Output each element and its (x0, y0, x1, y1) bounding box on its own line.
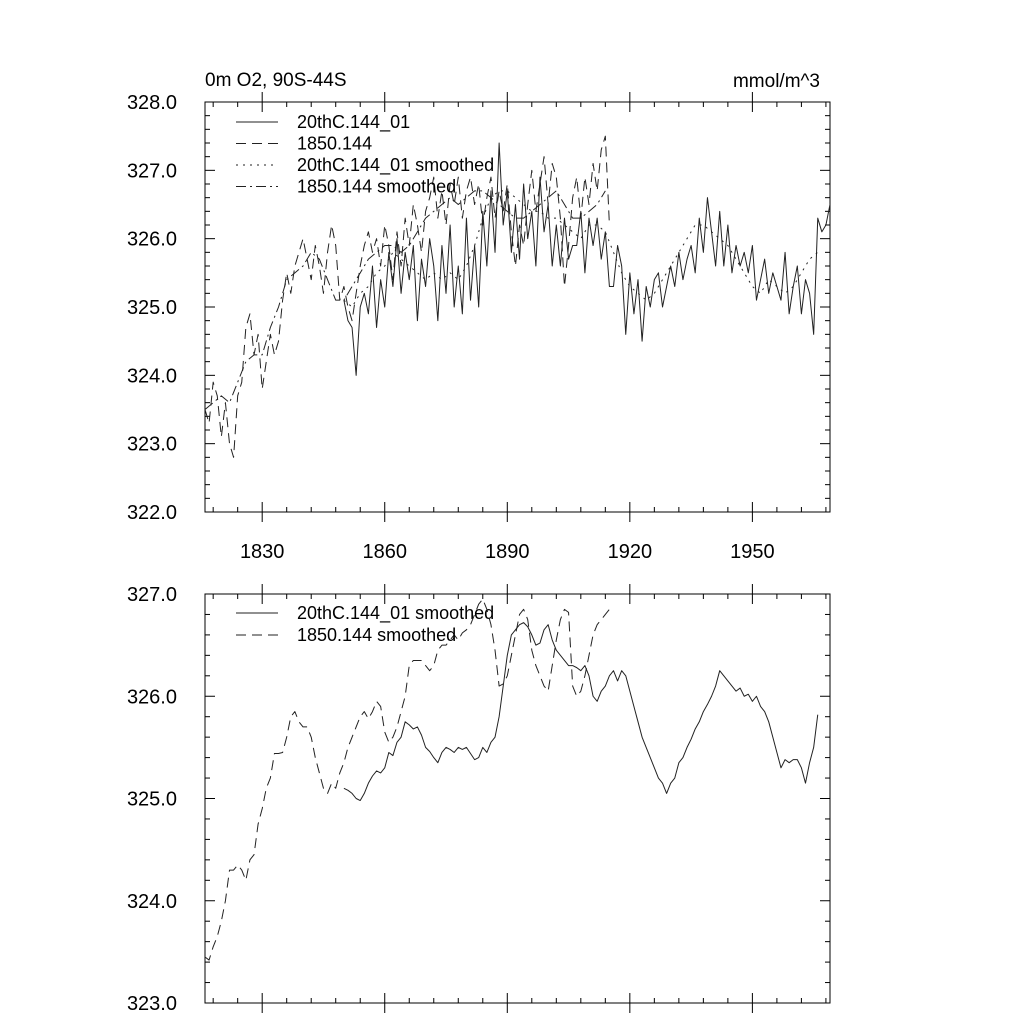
y-tick-label: 327.0 (127, 584, 177, 606)
y-tick-label: 327.0 (127, 160, 177, 182)
y-tick-label: 324.0 (127, 365, 177, 387)
y-tick-label: 328.0 (127, 92, 177, 114)
x-tick-label: 1860 (362, 541, 407, 563)
x-tick-label: 1950 (730, 541, 775, 563)
legend-label: 20thC.144_01 (297, 112, 410, 133)
x-tick-label: 1920 (608, 541, 653, 563)
y-tick-label: 323.0 (127, 993, 177, 1015)
legend-label: 1850.144 smoothed (297, 177, 456, 197)
legend-label: 1850.144 (297, 134, 372, 154)
top-panel: 322.0 323.0 324.0 325.0 326.0 327.0 328.0 1830 1… (127, 70, 831, 563)
x-tick-label: 1890 (485, 541, 530, 563)
legend-label: 1850.144 smoothed (297, 625, 456, 645)
chart-title: 0m O2, 90S-44S (205, 70, 347, 91)
series-line-20thc-144-01 (343, 142, 830, 376)
series-line-1850-144 (205, 135, 610, 458)
legend-label: 20thC.144_01 smoothed (297, 603, 494, 624)
legend-label: 20thC.144_01 smoothed (297, 155, 494, 176)
series-line-20thc-144-01-smoothed (343, 622, 819, 802)
x-tick-label: 1830 (240, 541, 285, 563)
y-tick-label: 326.0 (127, 229, 177, 251)
y-tick-label: 322.0 (127, 502, 177, 524)
y-tick-label: 325.0 (127, 789, 177, 811)
series-line-20thc-144-01-smoothed (343, 190, 819, 308)
y-tick-label: 324.0 (127, 891, 177, 913)
series-line-1850-144-smoothed (205, 190, 606, 410)
plot-frame (204, 593, 831, 1004)
units-label: mmol/m^3 (733, 71, 820, 92)
bottom-panel: 323.0 324.0 325.0 326.0 327.0 20thC.144_01 sm… (127, 584, 831, 1015)
y-tick-label: 325.0 (127, 297, 177, 319)
y-tick-label: 326.0 (127, 686, 177, 708)
series-line-1850-144-smoothed (205, 598, 610, 961)
y-tick-label: 323.0 (127, 434, 177, 456)
